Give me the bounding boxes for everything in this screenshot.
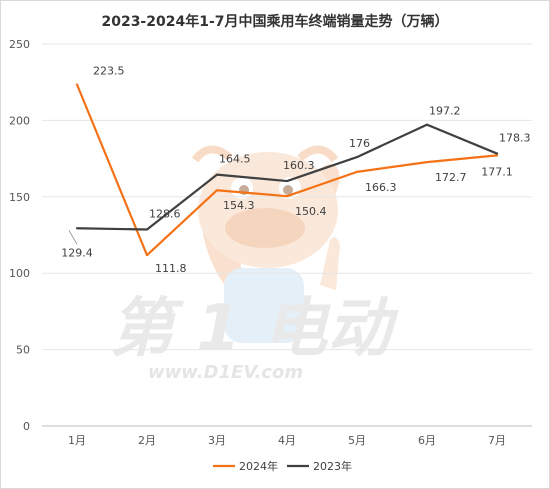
data-label: 154.3	[223, 199, 255, 212]
y-tick-label: 50	[16, 344, 30, 357]
chart-title: 2023-2024年1-7月中国乘用车终端销量走势（万辆）	[101, 13, 448, 30]
data-label: 128.6	[149, 207, 181, 220]
x-tick-label: 2月	[138, 434, 156, 447]
x-tick-label: 5月	[348, 434, 366, 447]
data-label: 176	[349, 137, 370, 150]
watermark-url: www.D1EV.com	[148, 362, 303, 383]
watermark-brand: 第 1 电动	[110, 292, 399, 366]
y-tick-label: 100	[9, 267, 30, 280]
data-label: 150.4	[295, 205, 327, 218]
series-line-2023	[75, 123, 499, 231]
x-tick-label: 1月	[68, 434, 86, 447]
data-label: 172.7	[435, 171, 467, 184]
y-tick-label: 200	[9, 114, 30, 127]
data-label: 160.3	[283, 159, 315, 172]
data-label: 177.1	[481, 165, 513, 178]
series-layer	[75, 83, 499, 257]
x-tick-label: 3月	[208, 434, 226, 447]
y-tick-label: 250	[9, 38, 30, 51]
watermark: 第 1 电动 www.D1EV.com	[110, 145, 399, 383]
data-label: 166.3	[365, 181, 397, 194]
y-tick-label: 150	[9, 191, 30, 204]
legend-label: 2023年	[313, 459, 352, 473]
mascot-logo	[191, 145, 340, 343]
x-tick-label: 6月	[418, 434, 436, 447]
series-line-2024	[75, 83, 499, 257]
x-tick-label: 7月	[488, 434, 506, 447]
data-label: 164.5	[219, 153, 251, 166]
data-label: 178.3	[499, 132, 531, 145]
data-label: 111.8	[155, 262, 187, 275]
data-label: 223.5	[93, 64, 125, 77]
label-leader-line	[68, 230, 78, 245]
legend-label: 2024年	[239, 459, 278, 473]
y-tick-label: 0	[23, 420, 30, 433]
x-tick-label: 4月	[278, 434, 296, 447]
data-label: 129.4	[61, 246, 93, 259]
y-axis: 0 50 100 150 200 250	[9, 38, 30, 433]
data-labels: 223.5 111.8 154.3 150.4 166.3 172.7 177.1 129.4…	[61, 64, 530, 275]
legend: 2024年 2023年	[213, 459, 352, 473]
data-label: 197.2	[429, 105, 461, 118]
x-axis: 1月 2月 3月 4月 5月 6月 7月	[68, 434, 506, 447]
